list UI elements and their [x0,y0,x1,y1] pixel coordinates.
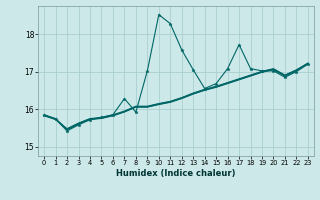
X-axis label: Humidex (Indice chaleur): Humidex (Indice chaleur) [116,169,236,178]
